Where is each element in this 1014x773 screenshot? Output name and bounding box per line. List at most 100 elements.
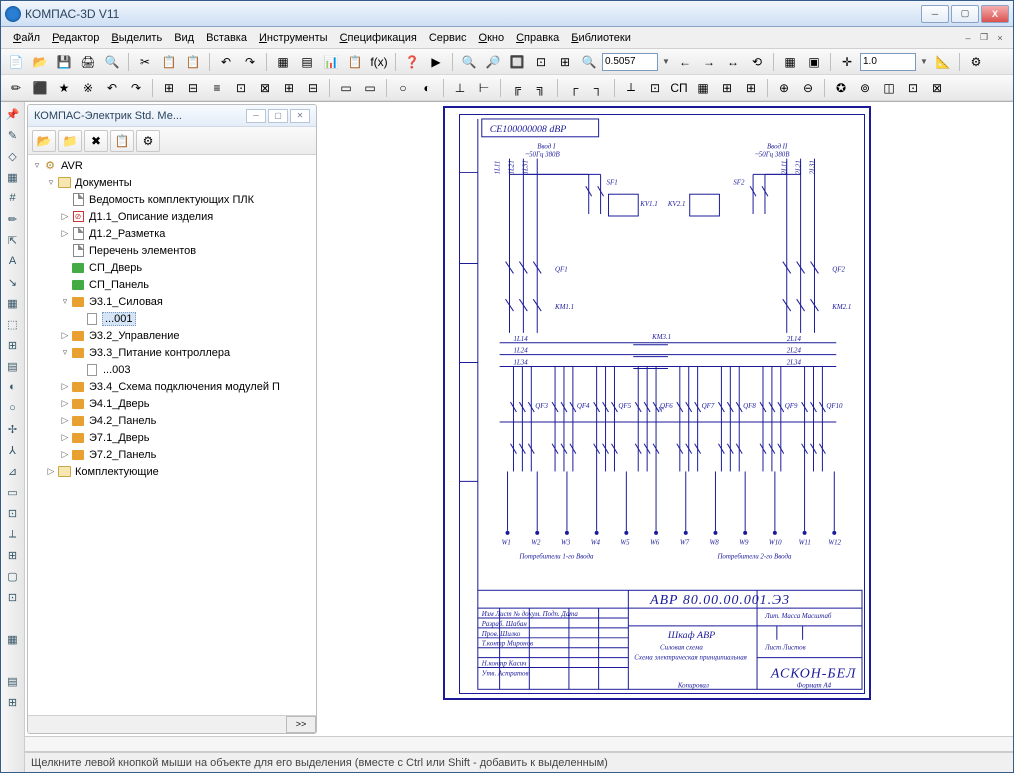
panel-close-button[interactable]: ✕ bbox=[290, 109, 310, 123]
tb-draw-24[interactable]: ╔ bbox=[506, 77, 528, 99]
menu-view[interactable]: Вид bbox=[168, 30, 200, 46]
menu-spec[interactable]: Спецификация bbox=[334, 30, 423, 46]
doc-restore-button[interactable]: ❐ bbox=[977, 31, 991, 45]
tb-draw-3[interactable]: ※ bbox=[77, 77, 99, 99]
tree-node[interactable]: Перечень элементов bbox=[28, 242, 316, 259]
tb-draw-44[interactable]: ⊠ bbox=[926, 77, 948, 99]
menu-file[interactable]: Файл bbox=[7, 30, 46, 46]
left-tool-5[interactable]: ✏ bbox=[3, 209, 23, 229]
tb-draw-33[interactable]: ▦ bbox=[692, 77, 714, 99]
left-tool-13[interactable]: ◐ bbox=[3, 377, 23, 397]
tree-node[interactable]: ...003 bbox=[28, 361, 316, 378]
tb-draw-34[interactable]: ⊞ bbox=[716, 77, 738, 99]
left-tool-6[interactable]: ⇱ bbox=[3, 230, 23, 250]
left-tool-2[interactable]: ◇ bbox=[3, 146, 23, 166]
tb-zoom-2[interactable]: 🔲 bbox=[506, 51, 528, 73]
tb-main-20[interactable]: ▶ bbox=[425, 51, 447, 73]
tree-node[interactable]: ▷Э7.2_Панель bbox=[28, 446, 316, 463]
panel-tb-2[interactable]: ✖ bbox=[84, 130, 108, 152]
tree-node[interactable]: СП_Панель bbox=[28, 276, 316, 293]
tb-nav-3[interactable]: ⟲ bbox=[746, 51, 768, 73]
left-tool-22[interactable]: ▢ bbox=[3, 566, 23, 586]
left-tool-3[interactable]: ▦ bbox=[3, 167, 23, 187]
tree-node[interactable]: ▷⊘Д1.1_Описание изделия bbox=[28, 208, 316, 225]
left-tool-28[interactable]: ⊞ bbox=[3, 692, 23, 712]
panel-min-button[interactable]: ─ bbox=[246, 109, 266, 123]
tb-zoom-0[interactable]: 🔍 bbox=[458, 51, 480, 73]
menu-lib[interactable]: Библиотеки bbox=[565, 30, 637, 46]
tb-draw-13[interactable]: ⊟ bbox=[302, 77, 324, 99]
tb-draw-5[interactable]: ↷ bbox=[125, 77, 147, 99]
window-min-button[interactable]: ─ bbox=[921, 5, 949, 23]
left-tool-16[interactable]: ⅄ bbox=[3, 440, 23, 460]
left-tool-27[interactable]: ▤ bbox=[3, 671, 23, 691]
menu-help[interactable]: Справка bbox=[510, 30, 565, 46]
left-tool-15[interactable]: ✢ bbox=[3, 419, 23, 439]
tb-main-1[interactable]: 📂 bbox=[29, 51, 51, 73]
tb-draw-10[interactable]: ⊡ bbox=[230, 77, 252, 99]
left-tool-17[interactable]: ⊿ bbox=[3, 461, 23, 481]
tb-draw-27[interactable]: ┌ bbox=[563, 77, 585, 99]
tb-main-2[interactable]: 💾 bbox=[53, 51, 75, 73]
tree-node[interactable]: ▿Э3.3_Питание контроллера bbox=[28, 344, 316, 361]
tb-draw-41[interactable]: ⊚ bbox=[854, 77, 876, 99]
tb-draw-21[interactable]: ⊥ bbox=[449, 77, 471, 99]
menu-edit[interactable]: Редактор bbox=[46, 30, 105, 46]
tb-draw-7[interactable]: ⊞ bbox=[158, 77, 180, 99]
project-tree[interactable]: ▿⚙AVR▿ДокументыВедомость комплектующих П… bbox=[28, 155, 316, 715]
tb-main-19[interactable]: ❓ bbox=[401, 51, 423, 73]
tb-draw-22[interactable]: ⊢ bbox=[473, 77, 495, 99]
tree-node[interactable]: ▷Э4.2_Панель bbox=[28, 412, 316, 429]
tb-draw-42[interactable]: ◫ bbox=[878, 77, 900, 99]
tb-main-17[interactable]: f(x) bbox=[368, 51, 390, 73]
left-tool-10[interactable]: ⬚ bbox=[3, 314, 23, 334]
left-tool-1[interactable]: ✎ bbox=[3, 125, 23, 145]
tb-draw-0[interactable]: ✏ bbox=[5, 77, 27, 99]
tb-draw-1[interactable]: ⬛ bbox=[29, 77, 51, 99]
tb-draw-4[interactable]: ↶ bbox=[101, 77, 123, 99]
tb-nav-1[interactable]: → bbox=[698, 51, 720, 73]
tree-node[interactable]: ▷Э7.1_Дверь bbox=[28, 429, 316, 446]
step-input[interactable] bbox=[860, 53, 916, 71]
left-tool-14[interactable]: ○ bbox=[3, 398, 23, 418]
left-tool-7[interactable]: A bbox=[3, 251, 23, 271]
menu-insert[interactable]: Вставка bbox=[200, 30, 253, 46]
tb-zoom-5[interactable]: 🔍 bbox=[578, 51, 600, 73]
tb-draw-38[interactable]: ⊖ bbox=[797, 77, 819, 99]
panel-more-button[interactable]: >> bbox=[286, 716, 316, 733]
tree-node[interactable]: ▷Э3.4_Схема подключения модулей П bbox=[28, 378, 316, 395]
tb-draw-30[interactable]: ⟂ bbox=[620, 77, 642, 99]
tb-main-14[interactable]: ▤ bbox=[296, 51, 318, 73]
tree-node[interactable]: ▷Э3.2_Управление bbox=[28, 327, 316, 344]
tree-node[interactable]: СП_Дверь bbox=[28, 259, 316, 276]
left-tool-18[interactable]: ▭ bbox=[3, 482, 23, 502]
menu-window[interactable]: Окно bbox=[473, 30, 511, 46]
tb-main-11[interactable]: ↷ bbox=[239, 51, 261, 73]
menu-service[interactable]: Сервис bbox=[423, 30, 473, 46]
tb-main-16[interactable]: 📋 bbox=[344, 51, 366, 73]
step-dropdown[interactable]: ▼ bbox=[918, 57, 930, 66]
tb-zoom-4[interactable]: ⊞ bbox=[554, 51, 576, 73]
menu-select[interactable]: Выделить bbox=[105, 30, 168, 46]
left-tool-0[interactable]: 📌 bbox=[3, 104, 23, 124]
tb-draw-9[interactable]: ≡ bbox=[206, 77, 228, 99]
left-tool-12[interactable]: ▤ bbox=[3, 356, 23, 376]
tb-draw-25[interactable]: ╗ bbox=[530, 77, 552, 99]
window-close-button[interactable]: X bbox=[981, 5, 1009, 23]
left-tool-4[interactable]: # bbox=[3, 188, 23, 208]
tb-draw-32[interactable]: CП bbox=[668, 77, 690, 99]
tb-nav-2[interactable]: ↔ bbox=[722, 51, 744, 73]
tree-node[interactable]: ▷Э4.1_Дверь bbox=[28, 395, 316, 412]
window-max-button[interactable]: ▢ bbox=[951, 5, 979, 23]
tb-draw-15[interactable]: ▭ bbox=[335, 77, 357, 99]
tb-main-7[interactable]: 📋 bbox=[158, 51, 180, 73]
tb-draw-2[interactable]: ★ bbox=[53, 77, 75, 99]
tree-node[interactable]: ...001 bbox=[28, 310, 316, 327]
left-tool-9[interactable]: ▦ bbox=[3, 293, 23, 313]
tb-main-15[interactable]: 📊 bbox=[320, 51, 342, 73]
tb-nav-0[interactable]: ← bbox=[674, 51, 696, 73]
tb-draw-43[interactable]: ⊡ bbox=[902, 77, 924, 99]
panel-tb-4[interactable]: ⚙ bbox=[136, 130, 160, 152]
drawing-canvas[interactable]: СЕ100000008 dВР Ввод I ~50Гц 380В Ввод I… bbox=[319, 102, 1013, 736]
tb-draw-11[interactable]: ⊠ bbox=[254, 77, 276, 99]
